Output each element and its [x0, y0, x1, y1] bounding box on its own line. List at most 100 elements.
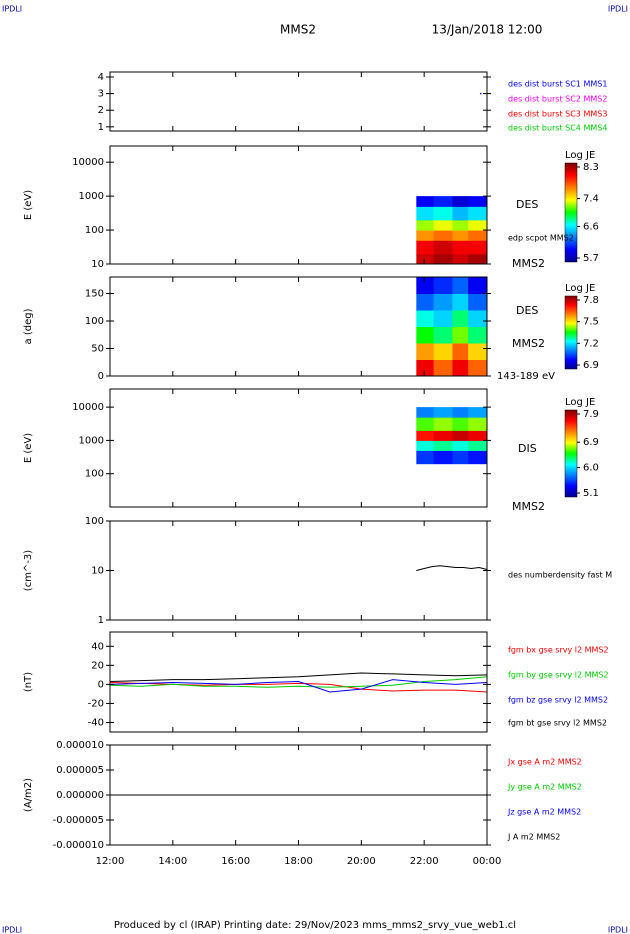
- spectrogram-cell: [416, 219, 435, 231]
- spectrogram-cell: [433, 310, 453, 327]
- spectrogram-cell: [468, 253, 488, 265]
- y-axis-label: E (eV): [23, 190, 34, 220]
- panel: des numberdensity fast M 1 10 100 (cm^-3): [23, 516, 612, 626]
- spectrogram-cell: [416, 359, 435, 377]
- spectrogram-cell: [416, 417, 435, 431]
- y-tick-label: 0.000000: [56, 790, 104, 801]
- series-line: [109, 679, 488, 693]
- spectrogram-cell: [416, 253, 435, 265]
- spectrogram-cell: [433, 230, 453, 241]
- title: MMS2: [280, 23, 316, 37]
- y-tick-label: 0: [98, 679, 104, 690]
- series-line: [416, 565, 488, 571]
- y-tick-label: 150: [85, 289, 104, 300]
- spectrogram-cell: [416, 430, 435, 441]
- spectrogram-cell: [452, 407, 469, 418]
- colorbar-tick-label: 7.5: [583, 317, 599, 328]
- y-tick-label: -20: [88, 698, 104, 709]
- colorbar-tick-label: 7.8: [583, 295, 599, 306]
- spectrogram-cell: [416, 450, 435, 465]
- spectrogram-cell: [452, 253, 469, 265]
- spectrogram-cell: [433, 240, 453, 255]
- colorbar-tick-label: 6.6: [583, 222, 599, 233]
- spectrogram-cell: [452, 440, 469, 451]
- spectrogram-cell: [452, 293, 469, 311]
- plot-frame: [109, 520, 488, 621]
- spectrogram-cell: [452, 430, 469, 441]
- panel: Log JE 6.9 7.2 7.5 7.8 DES MMS2 143-189 eV 0 50 10…: [23, 276, 599, 382]
- spectrogram-cell: [468, 326, 488, 344]
- annotation: MMS2: [512, 337, 545, 350]
- spectrogram-cell: [452, 450, 469, 465]
- spectrogram-cell: [468, 240, 488, 255]
- y-tick-label: 0.000010: [56, 740, 104, 751]
- x-tick-label: 20:00: [347, 856, 376, 867]
- y-tick-label: 40: [91, 641, 104, 652]
- legend-entry: fgm bz gse srvy l2 MMS2: [508, 696, 608, 705]
- y-axis-label: (cm^-3): [23, 550, 34, 591]
- spectrogram-cell: [468, 206, 488, 221]
- spectrogram-cell: [468, 343, 488, 360]
- spectrogram-cell: [416, 310, 435, 327]
- spectrogram-cell: [433, 253, 453, 265]
- y-tick-label: 10000: [72, 157, 104, 168]
- colorbar-tick-label: 5.7: [583, 253, 599, 264]
- x-tick-label: 18:00: [284, 856, 313, 867]
- y-axis-label: a (deg): [23, 308, 34, 344]
- y-axis-label: (nT): [23, 672, 34, 692]
- spectrogram-cell: [452, 310, 469, 327]
- spectrogram-cell: [416, 277, 435, 294]
- spectrogram-cell: [468, 196, 488, 207]
- y-tick-label: 50: [91, 344, 104, 355]
- colorbar-tick-label: 6.9: [583, 437, 599, 448]
- spectrogram-cell: [468, 430, 488, 441]
- point: [479, 92, 482, 95]
- annotation: edp scpot MMS2: [508, 234, 574, 243]
- legend-entry: Jy gse A m2 MMS2: [507, 783, 582, 792]
- spectrogram-cell: [416, 407, 435, 418]
- spectrogram-cell: [468, 359, 488, 377]
- spectrogram-cell: [433, 326, 453, 344]
- spectrogram-cell: [452, 277, 469, 294]
- legend-entry: des dist burst SC4 MMS4: [508, 124, 607, 133]
- colorbar-tick-label: 6.0: [583, 463, 599, 474]
- colorbar-tick-label: 7.4: [583, 194, 599, 205]
- spectrogram-cell: [416, 230, 435, 241]
- legend-entry: des dist burst SC2 MMS2: [508, 95, 607, 104]
- spectrogram-cell: [416, 206, 435, 221]
- y-tick-label: 10: [91, 566, 104, 577]
- annotation: DIS: [518, 442, 537, 455]
- y-tick-label: 1: [98, 122, 104, 133]
- spectrogram-cell: [468, 450, 488, 465]
- y-tick-label: 100: [85, 316, 104, 327]
- series-line: [109, 682, 488, 693]
- spectrogram-cell: [468, 230, 488, 241]
- panel: Jx gse A m2 MMS2 Jy gse A m2 MMS2 Jz gse A…: [23, 740, 582, 867]
- date: 13/Jan/2018 12:00: [432, 23, 543, 37]
- spectrogram-cell: [452, 343, 469, 360]
- panel: Log JE 5.1 6.0 6.9 7.9 DIS MMS2 100 1000 10000 E (…: [23, 388, 599, 513]
- legend-entry: J A m2 MMS2: [507, 833, 560, 842]
- spectrogram-cell: [468, 277, 488, 294]
- legend-entry: Jx gse A m2 MMS2: [507, 758, 582, 767]
- y-tick-label: 1000: [79, 435, 104, 446]
- spectrogram-cell: [433, 277, 453, 294]
- spectrogram-cell: [468, 310, 488, 327]
- spectrogram-cell: [416, 196, 435, 207]
- colorbar-tick-label: 5.1: [583, 488, 599, 499]
- spectrogram-cell: [452, 326, 469, 344]
- y-tick-label: 10000: [72, 402, 104, 413]
- spectrogram-cell: [468, 440, 488, 451]
- spectrogram-cell: [433, 417, 453, 431]
- panel: des dist burst SC1 MMS1 des dist burst SC…: [98, 71, 607, 133]
- spectrogram-cell: [416, 343, 435, 360]
- legend-entry: fgm bt gse srvy l2 MMS2: [508, 719, 607, 728]
- spectrogram-cell: [452, 196, 469, 207]
- colorbar: [564, 295, 578, 370]
- spectrogram-cell: [468, 407, 488, 418]
- colorbar-tick-label: 7.2: [583, 338, 599, 349]
- series-line: [109, 672, 488, 682]
- legend-entry: des dist burst SC1 MMS1: [508, 80, 607, 89]
- y-tick-label: 0: [98, 371, 104, 382]
- annotation: DES: [516, 304, 538, 317]
